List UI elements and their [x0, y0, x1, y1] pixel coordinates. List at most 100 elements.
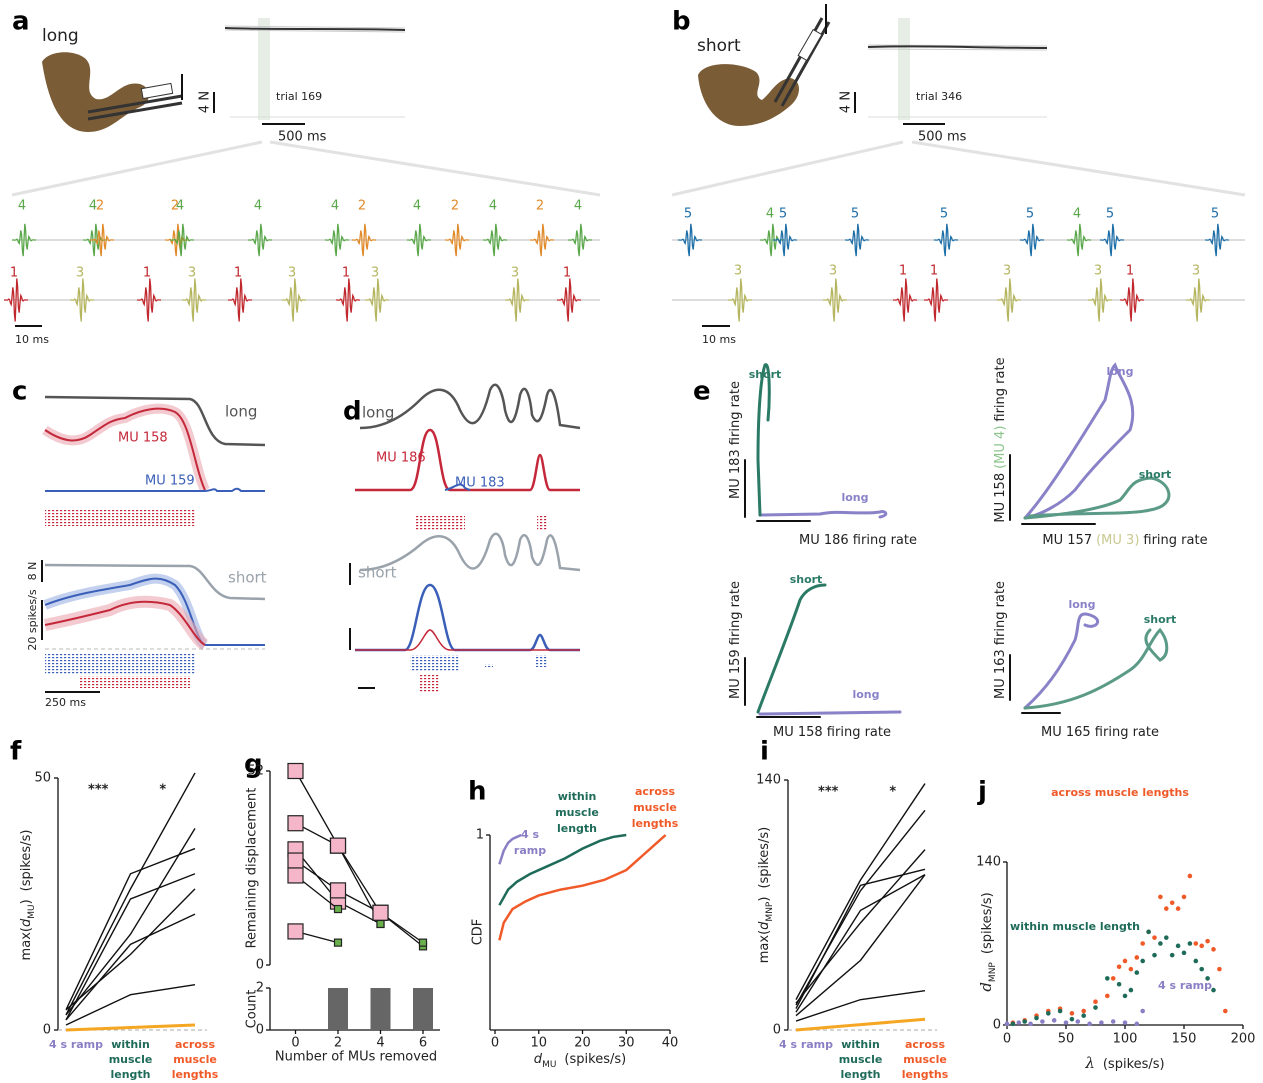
x-axis-label: λ(spikes/s): [1084, 1054, 1164, 1072]
significance: ***: [88, 783, 109, 798]
y-tick-label: 140: [756, 773, 781, 788]
x-tick-label: 100: [1113, 1032, 1138, 1047]
bar: [371, 988, 391, 1030]
point: [1176, 906, 1181, 911]
panel-letter: f: [10, 737, 22, 767]
series-label: muscle: [555, 806, 599, 819]
point: [1223, 1009, 1228, 1014]
force-scale-label: 4 N: [198, 91, 213, 113]
panel-d-art: [350, 385, 580, 692]
significance: ***: [818, 785, 839, 800]
x-tick-label: 0: [291, 1036, 299, 1051]
point: [1140, 1009, 1145, 1014]
spike-scale-label: 10 ms: [702, 333, 736, 346]
unit-label: 4: [254, 199, 262, 214]
point: [1135, 1022, 1140, 1027]
point: [1205, 939, 1210, 944]
point: [1052, 1018, 1057, 1023]
y-axis-label-part: max(: [757, 930, 772, 963]
x-tick-label: across: [905, 1038, 945, 1051]
point: [377, 920, 384, 927]
point: [1028, 1022, 1033, 1027]
point: [373, 905, 388, 920]
unit-label: 2: [451, 199, 459, 214]
point: [1081, 1009, 1086, 1014]
y-tick-label: 1: [476, 828, 484, 843]
x-tick-label: 20: [574, 1036, 591, 1051]
x-tick-label: 0: [1003, 1032, 1011, 1047]
x-tick-label: muscle: [109, 1053, 153, 1066]
page: { "unit_colors": {"1": "#c0282d", "2": "…: [0, 0, 1263, 1083]
y-axis-label: CDF: [471, 919, 486, 946]
unit-label: 1: [930, 264, 938, 279]
spike-waveform: [530, 224, 554, 256]
x-axis-label-part: MU 165 firing rate: [1041, 725, 1159, 740]
x-axis-label-part: (MU 3): [1096, 533, 1139, 548]
point: [1040, 1019, 1045, 1024]
spike-waveform: [165, 224, 189, 256]
point: [288, 853, 303, 868]
series-label: within muscle length: [1010, 920, 1140, 933]
x-tick-label: lengths: [172, 1068, 219, 1081]
unit-label: 3: [1003, 264, 1011, 279]
point: [1093, 999, 1098, 1004]
unit-label: 3: [288, 266, 296, 281]
unit-label: MU 158: [118, 431, 168, 446]
unit-label: 3: [1094, 264, 1102, 279]
unit-label: 1: [563, 266, 571, 281]
point: [288, 924, 303, 939]
y-axis-label-part: MU: [27, 904, 37, 918]
spike-waveform: [823, 279, 847, 322]
point: [1164, 906, 1169, 911]
x-tick-label: 10: [530, 1036, 547, 1051]
x-tick-label: 4 s ramp: [779, 1038, 833, 1051]
figure: along4 Ntrial 169500 ms10 ms442244424242…: [0, 0, 1263, 1083]
spike-waveform: [445, 224, 469, 256]
spike-waveform: [1100, 224, 1124, 256]
spike-waveform: [137, 279, 161, 322]
point: [1123, 959, 1128, 964]
series-line: [796, 875, 925, 1013]
y-axis-label: max(dMNP)(spikes/s): [757, 827, 775, 963]
point: [1170, 953, 1175, 958]
bar: [413, 988, 433, 1030]
condition-label: short: [358, 564, 397, 582]
spike-waveform: [557, 279, 581, 322]
unit-label: 5: [779, 207, 787, 222]
spike-waveform: [773, 224, 797, 256]
point: [1123, 1020, 1128, 1025]
time-scale-label: 500 ms: [918, 130, 967, 145]
y-axis-label: dMNP(spikes/s): [977, 892, 998, 991]
point: [1111, 1019, 1116, 1024]
point: [1129, 967, 1134, 972]
series-line: [796, 875, 925, 1016]
point: [1182, 951, 1187, 956]
spike-waveform: [1205, 224, 1229, 256]
y-axis-label-part: MNP: [988, 962, 998, 982]
series-line: [66, 773, 195, 1015]
y-tick-label: 52: [247, 764, 264, 779]
spike-waveform: [365, 279, 389, 322]
unit-label: 3: [511, 266, 519, 281]
point: [1081, 1013, 1086, 1018]
x-axis-label: MU 158 firing rate: [773, 725, 891, 740]
unit-label: 1: [342, 266, 350, 281]
spike-waveform: [997, 279, 1021, 322]
trajectory-label: long: [1106, 365, 1133, 378]
spike-waveform: [170, 224, 194, 256]
unit-label: MU 186: [376, 451, 426, 466]
point: [1164, 935, 1169, 940]
spike-waveform: [845, 224, 869, 256]
point: [288, 868, 303, 883]
x-axis-label-part: MU 158 firing rate: [773, 725, 891, 740]
spike-waveform: [505, 279, 529, 322]
unit-label: 3: [734, 264, 742, 279]
point: [1111, 976, 1116, 981]
y-tick-label: 50: [34, 771, 51, 786]
panel-letter: d: [343, 397, 362, 427]
series-label: lengths: [632, 817, 679, 830]
unit-label: 1: [143, 266, 151, 281]
spike-waveform: [568, 224, 592, 256]
unit-label: 2: [358, 199, 366, 214]
series-label: within: [558, 790, 597, 803]
